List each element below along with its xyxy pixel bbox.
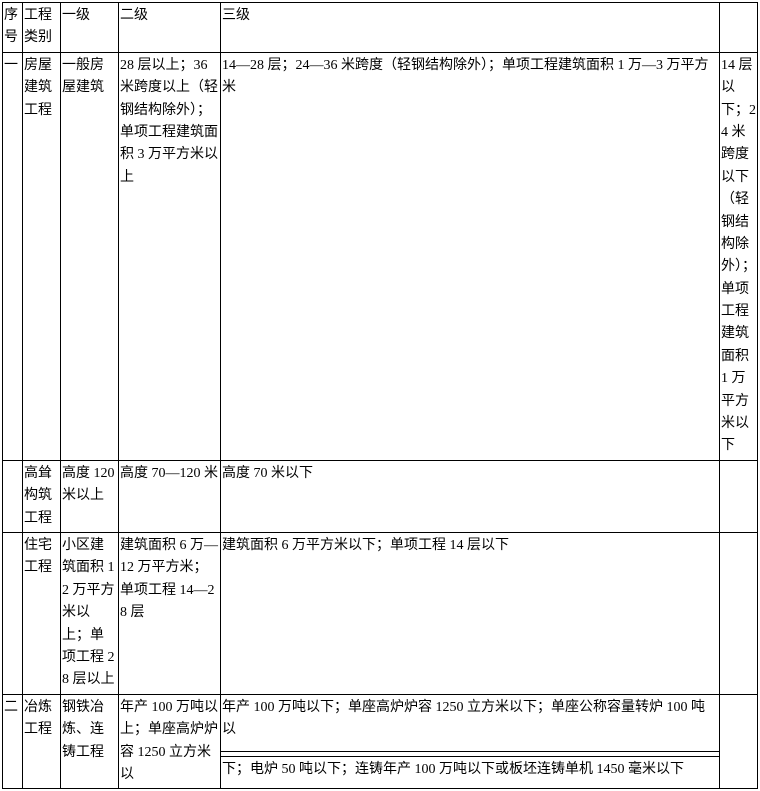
cell-idx	[3, 460, 23, 532]
cell-l1: 高度 120 米以上	[61, 460, 119, 532]
header-l1: 一级	[61, 3, 119, 53]
cell-cat: 房屋建筑工程	[23, 52, 61, 460]
cell-l3: 建筑面积 6 万平方米以下；单项工程 14 层以下	[221, 532, 720, 694]
table-row: 二 冶炼工程 钢铁冶炼、连铸工程 年产 100 万吨以上；单座高炉炉容 1250…	[3, 694, 758, 752]
grade-table: 序号 工程类别 一级 二级 三级 一 房屋建筑工程 一般房屋建筑 28 层以上；…	[2, 2, 758, 789]
cell-ext	[720, 532, 758, 694]
cell-idx	[3, 532, 23, 694]
cell-l3: 年产 100 万吨以下；单座高炉炉容 1250 立方米以下；单座公称容量转炉 1…	[221, 694, 720, 752]
cell-ext: 14 层以下；24 米跨度以下（轻钢结构除外）；单项工程建筑面积 1 万平方米以…	[720, 52, 758, 460]
header-cat: 工程类别	[23, 3, 61, 53]
cell-l2: 28 层以上；36 米跨度以上（轻钢结构除外）；单项工程建筑面积 3 万平方米以…	[119, 52, 221, 460]
table-row: 住宅工程 小区建筑面积 12 万平方米以上；单项工程 28 层以上 建筑面积 6…	[3, 532, 758, 694]
header-idx: 序号	[3, 3, 23, 53]
cell-l3: 14—28 层；24—36 米跨度（轻钢结构除外）；单项工程建筑面积 1 万—3…	[221, 52, 720, 460]
cell-ext	[720, 460, 758, 532]
cell-idx: 一	[3, 52, 23, 460]
cell-l1: 一般房屋建筑	[61, 52, 119, 460]
cell-l1: 钢铁冶炼、连铸工程	[61, 694, 119, 789]
header-ext	[720, 3, 758, 53]
cell-cat: 住宅工程	[23, 532, 61, 694]
cell-l2: 年产 100 万吨以上；单座高炉炉容 1250 立方米以	[119, 694, 221, 789]
table-header-row: 序号 工程类别 一级 二级 三级	[3, 3, 758, 53]
cell-cat: 冶炼工程	[23, 694, 61, 789]
cell-l2: 高度 70—120 米	[119, 460, 221, 532]
table-row: 一 房屋建筑工程 一般房屋建筑 28 层以上；36 米跨度以上（轻钢结构除外）；…	[3, 52, 758, 460]
header-l2: 二级	[119, 3, 221, 53]
cell-l1: 小区建筑面积 12 万平方米以上；单项工程 28 层以上	[61, 532, 119, 694]
header-l3: 三级	[221, 3, 720, 53]
cell-l2: 建筑面积 6 万—12 万平方米；单项工程 14—28 层	[119, 532, 221, 694]
table-row: 高耸构筑工程 高度 120 米以上 高度 70—120 米 高度 70 米以下	[3, 460, 758, 532]
cell-l3: 高度 70 米以下	[221, 460, 720, 532]
cell-idx: 二	[3, 694, 23, 789]
cell-ext	[720, 694, 758, 789]
cell-l3: 下；电炉 50 吨以下；连铸年产 100 万吨以下或板坯连铸单机 1450 毫米…	[221, 757, 720, 789]
cell-cat: 高耸构筑工程	[23, 460, 61, 532]
